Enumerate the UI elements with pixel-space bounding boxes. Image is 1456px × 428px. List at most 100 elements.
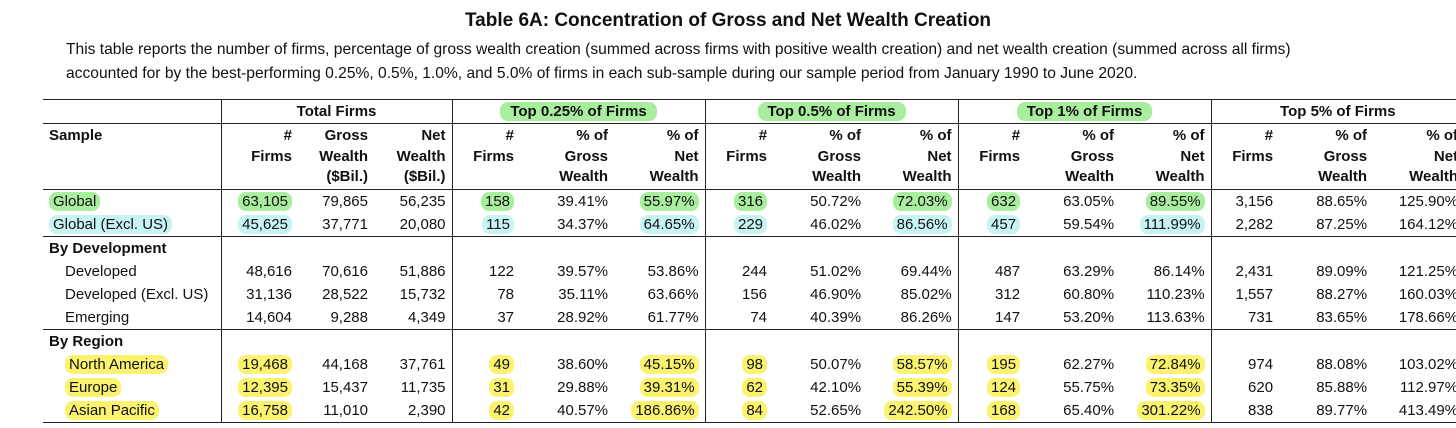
row-label: North America (43, 352, 222, 376)
data-cell: 974 (1248, 355, 1274, 373)
data-cell: 74 (705, 305, 774, 330)
empty-cell (1120, 329, 1212, 353)
highlighted-value: 115 (482, 214, 515, 234)
highlighted-value: 158 (480, 191, 515, 211)
data-cell: 31 (452, 376, 520, 399)
data-cell: 72.03% (867, 189, 959, 213)
data-cell: 37 (452, 305, 521, 330)
empty-cell (1373, 329, 1456, 353)
data-cell: 87.25% (1279, 212, 1374, 237)
empty-cell (374, 236, 453, 260)
data-cell: 15,437 (322, 378, 368, 396)
column-header: # Firms (473, 127, 515, 165)
data-cell: 1,557 (1235, 285, 1274, 303)
data-cell: 44,168 (322, 355, 368, 373)
row-label: Global (43, 189, 222, 213)
data-cell: 63.05% (1063, 192, 1115, 210)
data-cell: 178.66% (1373, 305, 1456, 330)
data-cell: 229 (705, 212, 774, 237)
empty-cell (867, 329, 959, 353)
data-cell: 28.92% (520, 305, 615, 330)
data-cell: 89.77% (1279, 398, 1374, 423)
highlighted-value: Asian Pacific (65, 400, 159, 420)
wealth-concentration-table: Total Firms Top 0.25% of Firms Top 0.5% … (43, 99, 1456, 423)
highlighted-value: 84 (742, 400, 768, 420)
highlighted-value: 124 (987, 377, 1021, 397)
data-cell: 48,616 (246, 262, 292, 280)
empty-cell (1211, 329, 1279, 353)
empty-cell (867, 236, 959, 260)
data-cell: 115 (452, 212, 521, 237)
table-row: Developed 48,616 70,616 51,886 122 39.57% 53.8… (43, 259, 1456, 283)
data-cell: 122 (488, 262, 515, 280)
empty-cell (705, 236, 773, 260)
column-header: Net Wealth ($Bil.) (374, 123, 453, 189)
empty-cell (958, 329, 1026, 353)
highlighted-value: 58.57% (892, 354, 952, 374)
description-line-1: This table reports the number of firms, … (66, 41, 1291, 58)
group-header-top-025: Top 0.25% of Firms (452, 99, 706, 124)
data-cell: 312 (995, 285, 1021, 303)
data-cell: 56,235 (374, 189, 453, 213)
group-header-top-1: Top 1% of Firms (958, 99, 1212, 124)
data-cell: 2,390 (374, 398, 453, 423)
data-cell: 86.26% (867, 305, 959, 330)
column-header: % of Net Wealth (614, 123, 706, 189)
data-cell: 11,735 (374, 375, 453, 399)
data-cell: 244 (742, 262, 768, 280)
table-row: Global 63,105 79,865 56,235 158 39.41% 55.97% 3… (43, 189, 1456, 213)
empty-cell (298, 329, 374, 353)
data-cell: 62 (705, 376, 773, 399)
data-cell: 79,865 (322, 192, 368, 210)
data-cell: 620 (1248, 378, 1274, 396)
empty-cell (221, 329, 298, 353)
highlighted-value: 301.22% (1137, 400, 1205, 420)
data-cell: 61.77% (614, 305, 706, 330)
data-cell: 45,625 (221, 212, 298, 237)
highlighted-value: 72.03% (892, 191, 952, 211)
highlighted-value: 72.84% (1145, 354, 1205, 374)
section-label: By Region (43, 329, 222, 353)
data-cell: 60.80% (1063, 285, 1115, 303)
data-cell: 86.14% (1120, 259, 1212, 283)
data-cell: 2,282 (1211, 212, 1280, 237)
empty-cell (958, 236, 1026, 260)
data-cell: 19,468 (221, 353, 298, 376)
column-header: % of Gross Wealth (1318, 127, 1368, 185)
data-cell: 88.65% (1316, 192, 1368, 210)
highlighted-value: 12,395 (238, 377, 292, 397)
data-cell: 51.02% (810, 262, 862, 280)
data-cell: 838 (1211, 398, 1280, 423)
highlighted-value: 632 (987, 191, 1021, 211)
data-cell: 85.88% (1316, 378, 1368, 396)
data-cell: 413.49% (1373, 398, 1456, 423)
group-header-top-5: Top 5% of Firms (1211, 99, 1456, 124)
data-cell: 63.29% (1063, 262, 1115, 280)
row-label: Europe (43, 375, 222, 399)
section-header-row: By Development (43, 236, 1456, 260)
data-cell: 42.10% (810, 378, 862, 396)
data-cell: 301.22% (1120, 398, 1212, 423)
table-row: Asian Pacific 16,758 11,010 2,390 42 40.57% 18… (43, 398, 1456, 423)
table-row: North America 19,468 44,168 37,761 49 38.60% 4… (43, 352, 1456, 376)
data-cell: 53.86% (614, 259, 706, 283)
empty-cell (452, 236, 520, 260)
data-cell: 72.84% (1120, 352, 1212, 376)
row-label: Developed (43, 259, 222, 283)
empty-cell (1279, 329, 1373, 353)
sample-header: Sample (43, 123, 222, 189)
empty-cell (1026, 329, 1120, 353)
data-cell: 83.65% (1279, 305, 1374, 330)
data-cell: 316 (705, 189, 773, 213)
empty-cell (1120, 236, 1212, 260)
data-cell: 35.11% (558, 285, 609, 303)
data-cell: 55.39% (867, 375, 959, 399)
data-cell: 55.97% (614, 189, 706, 213)
highlighted-value: 457 (987, 214, 1021, 234)
data-cell: 98 (705, 353, 773, 376)
data-cell: 39.31% (614, 375, 706, 399)
data-cell: 70,616 (322, 262, 368, 280)
table-body: Global 63,105 79,865 56,235 158 39.41% 55.97% 3… (43, 189, 1456, 423)
data-cell: 14,604 (221, 305, 298, 330)
